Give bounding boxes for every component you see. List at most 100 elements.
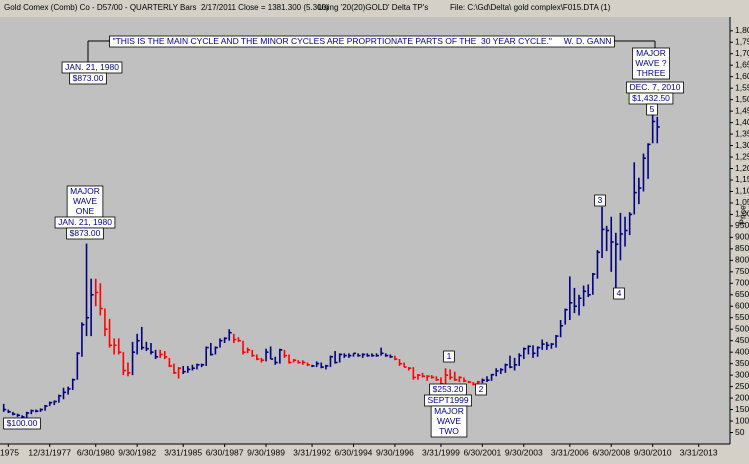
x-tick-label: 9/30/2003 — [505, 447, 543, 457]
y-tick-label: 250 — [735, 381, 749, 391]
annotation-text: THREE — [637, 68, 666, 78]
y-tick-label: 700 — [735, 278, 749, 288]
x-tick-label: 6/30/1980 — [77, 447, 115, 457]
annotations: "THIS IS THE MAIN CYCLE AND THE MINOR CY… — [3, 35, 684, 438]
annotation-box — [66, 227, 104, 240]
x-tick-label: 6/30/2008 — [592, 447, 630, 457]
annotation-box — [66, 185, 104, 218]
x-tick-label: 6/30/1994 — [335, 447, 373, 457]
annotation: $873.00 — [69, 72, 107, 85]
annotation: 3 — [594, 194, 606, 207]
annotation-text: WAVE ? — [635, 58, 666, 68]
annotation: SEPT1999 — [424, 394, 472, 407]
annotation-text: $873.00 — [73, 73, 104, 83]
annotation-text: JAN. 21, 1980 — [58, 217, 112, 227]
header-text: File: C:\Gd\Delta\ gold complex\F015.DTA… — [450, 3, 611, 12]
x-tick-label: /1975 — [0, 447, 19, 457]
annotation-text: DEC. 7, 2010 — [629, 82, 680, 92]
annotation-box — [109, 35, 615, 48]
y-tick-label: 50 — [735, 427, 745, 437]
y-tick-label: 850 — [735, 243, 749, 253]
annotation-box — [632, 47, 670, 80]
x-tick-label: 3/31/2013 — [680, 447, 718, 457]
annotation: DEC. 7, 2010 — [626, 81, 684, 94]
y-tick-label: 1,600 — [735, 71, 749, 81]
annotation-text: ONE — [76, 206, 95, 216]
y-tick-label: 600 — [735, 301, 749, 311]
y-tick-label: 1,350 — [735, 128, 749, 138]
y-axis-label: Price — [737, 205, 747, 225]
x-tick-label: 3/31/1985 — [164, 447, 202, 457]
y-tick-label: 1,150 — [735, 174, 749, 184]
y-tick-label: 1,300 — [735, 140, 749, 150]
annotation: $873.00 — [66, 227, 104, 240]
y-tick-label: 1,250 — [735, 151, 749, 161]
annotation-text: 1 — [447, 351, 452, 361]
annotation-box — [69, 72, 107, 85]
annotation: 2 — [475, 383, 487, 396]
annotation-text: 3 — [598, 195, 603, 205]
y-tick-label: 1,200 — [735, 163, 749, 173]
annotation-text: 2 — [479, 384, 484, 394]
y-tick-label: 1,550 — [735, 82, 749, 92]
annotation-box — [594, 194, 606, 207]
annotation-text: $873.00 — [70, 228, 101, 238]
y-tick-label: 1,500 — [735, 94, 749, 104]
annotation-box — [475, 383, 487, 396]
x-tick-label: 6/30/2001 — [463, 447, 501, 457]
x-tick-label: 3/31/2006 — [551, 447, 589, 457]
annotation-text: MAJOR — [434, 406, 464, 416]
annotation-text: $253.20 — [433, 384, 464, 394]
y-tick-label: 750 — [735, 266, 749, 276]
annotation-text: $1,432.50 — [632, 93, 670, 103]
y-tick-label: 1,050 — [735, 197, 749, 207]
y-tick-label: 800 — [735, 255, 749, 265]
y-tick-label: 100 — [735, 415, 749, 425]
y-tick-label: 950 — [735, 220, 749, 230]
y-tick-label: 900 — [735, 232, 749, 242]
annotation-text: SEPT1999 — [427, 395, 468, 405]
annotation: 1 — [443, 350, 455, 363]
header-text: Gold Comex (Comb) Co - D57/00 - QUARTERL… — [4, 3, 329, 12]
y-tick-label: 400 — [735, 346, 749, 356]
y-tick-label: 650 — [735, 289, 749, 299]
y-tick-label: 1,650 — [735, 59, 749, 69]
y-tick-label: 200 — [735, 392, 749, 402]
annotation: $100.00 — [3, 417, 41, 430]
annotation-text: MAJOR — [636, 48, 666, 58]
bars — [2, 115, 660, 421]
annotation-text: TWO — [439, 426, 459, 436]
annotation-text: "THIS IS THE MAIN CYCLE AND THE MINOR CY… — [113, 36, 612, 46]
y-tick-label: 1,000 — [735, 209, 749, 219]
x-tick-label: 3/31/1992 — [293, 447, 331, 457]
x-tick-label: 9/30/1982 — [118, 447, 156, 457]
x-tick-label: 6/30/1987 — [206, 447, 244, 457]
annotation: $253.20 — [429, 383, 467, 396]
y-tick-label: 350 — [735, 358, 749, 368]
annotation: "THIS IS THE MAIN CYCLE AND THE MINOR CY… — [109, 35, 615, 48]
annotation: JAN. 21, 1980 — [54, 216, 116, 229]
x-tick-label: 9/30/1989 — [247, 447, 285, 457]
y-tick-label: 1,700 — [735, 48, 749, 58]
x-tick-label: 12/31/1977 — [28, 447, 71, 457]
annotation: 5 — [646, 103, 658, 116]
annotation-text: $100.00 — [7, 418, 38, 428]
annotation-box — [646, 103, 658, 116]
annotation-text: 4 — [617, 288, 622, 298]
annotation: JAN. 21, 1980 — [61, 61, 123, 74]
y-tick-label: 150 — [735, 404, 749, 414]
header-text: Using '20(20)GOLD' Delta TP's — [318, 3, 428, 12]
annotation-text: WAVE — [437, 416, 461, 426]
annotation-text: JAN. 21, 1980 — [65, 62, 119, 72]
y-tick-label: 450 — [735, 335, 749, 345]
annotation-text: WAVE — [73, 196, 97, 206]
y-tick-label: 1,750 — [735, 37, 749, 47]
y-tick-label: 1,400 — [735, 117, 749, 127]
annotation: $1,432.50 — [628, 92, 674, 105]
x-tick-label: 9/30/2010 — [634, 447, 672, 457]
annotation-text: MAJOR — [70, 186, 100, 196]
